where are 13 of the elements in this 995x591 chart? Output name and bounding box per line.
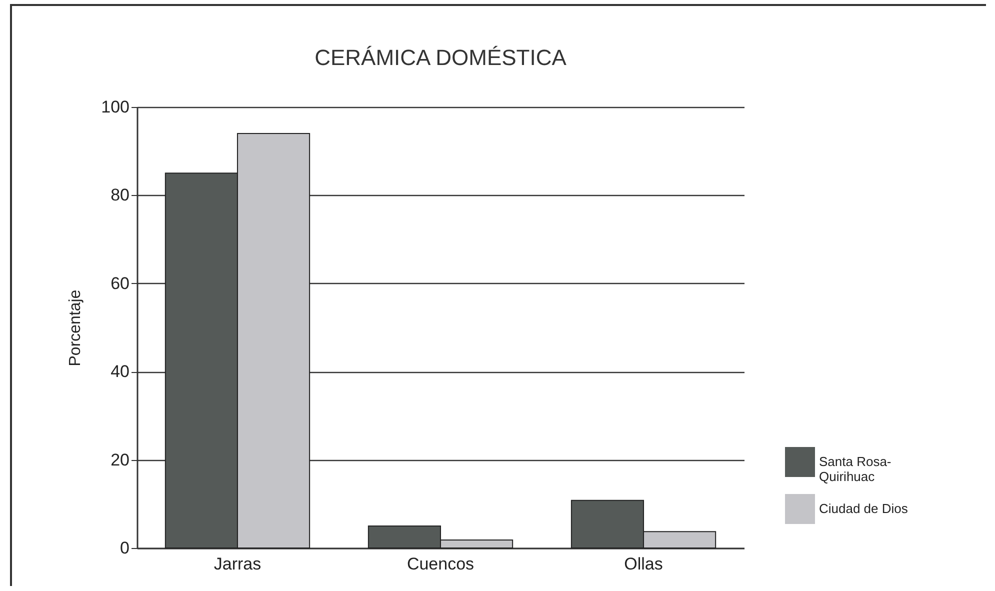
y-tick-label: 100 xyxy=(101,98,130,116)
x-tick-label: Cuencos xyxy=(406,554,474,574)
y-tick-label: 20 xyxy=(110,450,130,470)
y-tick-label: 0 xyxy=(120,538,130,558)
legend-label: Santa Rosa-Quirihuac xyxy=(819,454,892,484)
y-tick-label: 40 xyxy=(110,362,130,382)
y-tick-label: 60 xyxy=(110,274,130,293)
y-tick-label: 80 xyxy=(110,186,130,205)
y-axis-title: Porcentaje xyxy=(67,290,84,366)
chart-title: CERÁMICA DOMÉSTICA xyxy=(314,45,567,70)
legend-label: Ciudad de Dios xyxy=(819,501,908,516)
x-tick-label: Ollas xyxy=(624,554,663,574)
x-tick-label: Jarras xyxy=(214,554,262,574)
